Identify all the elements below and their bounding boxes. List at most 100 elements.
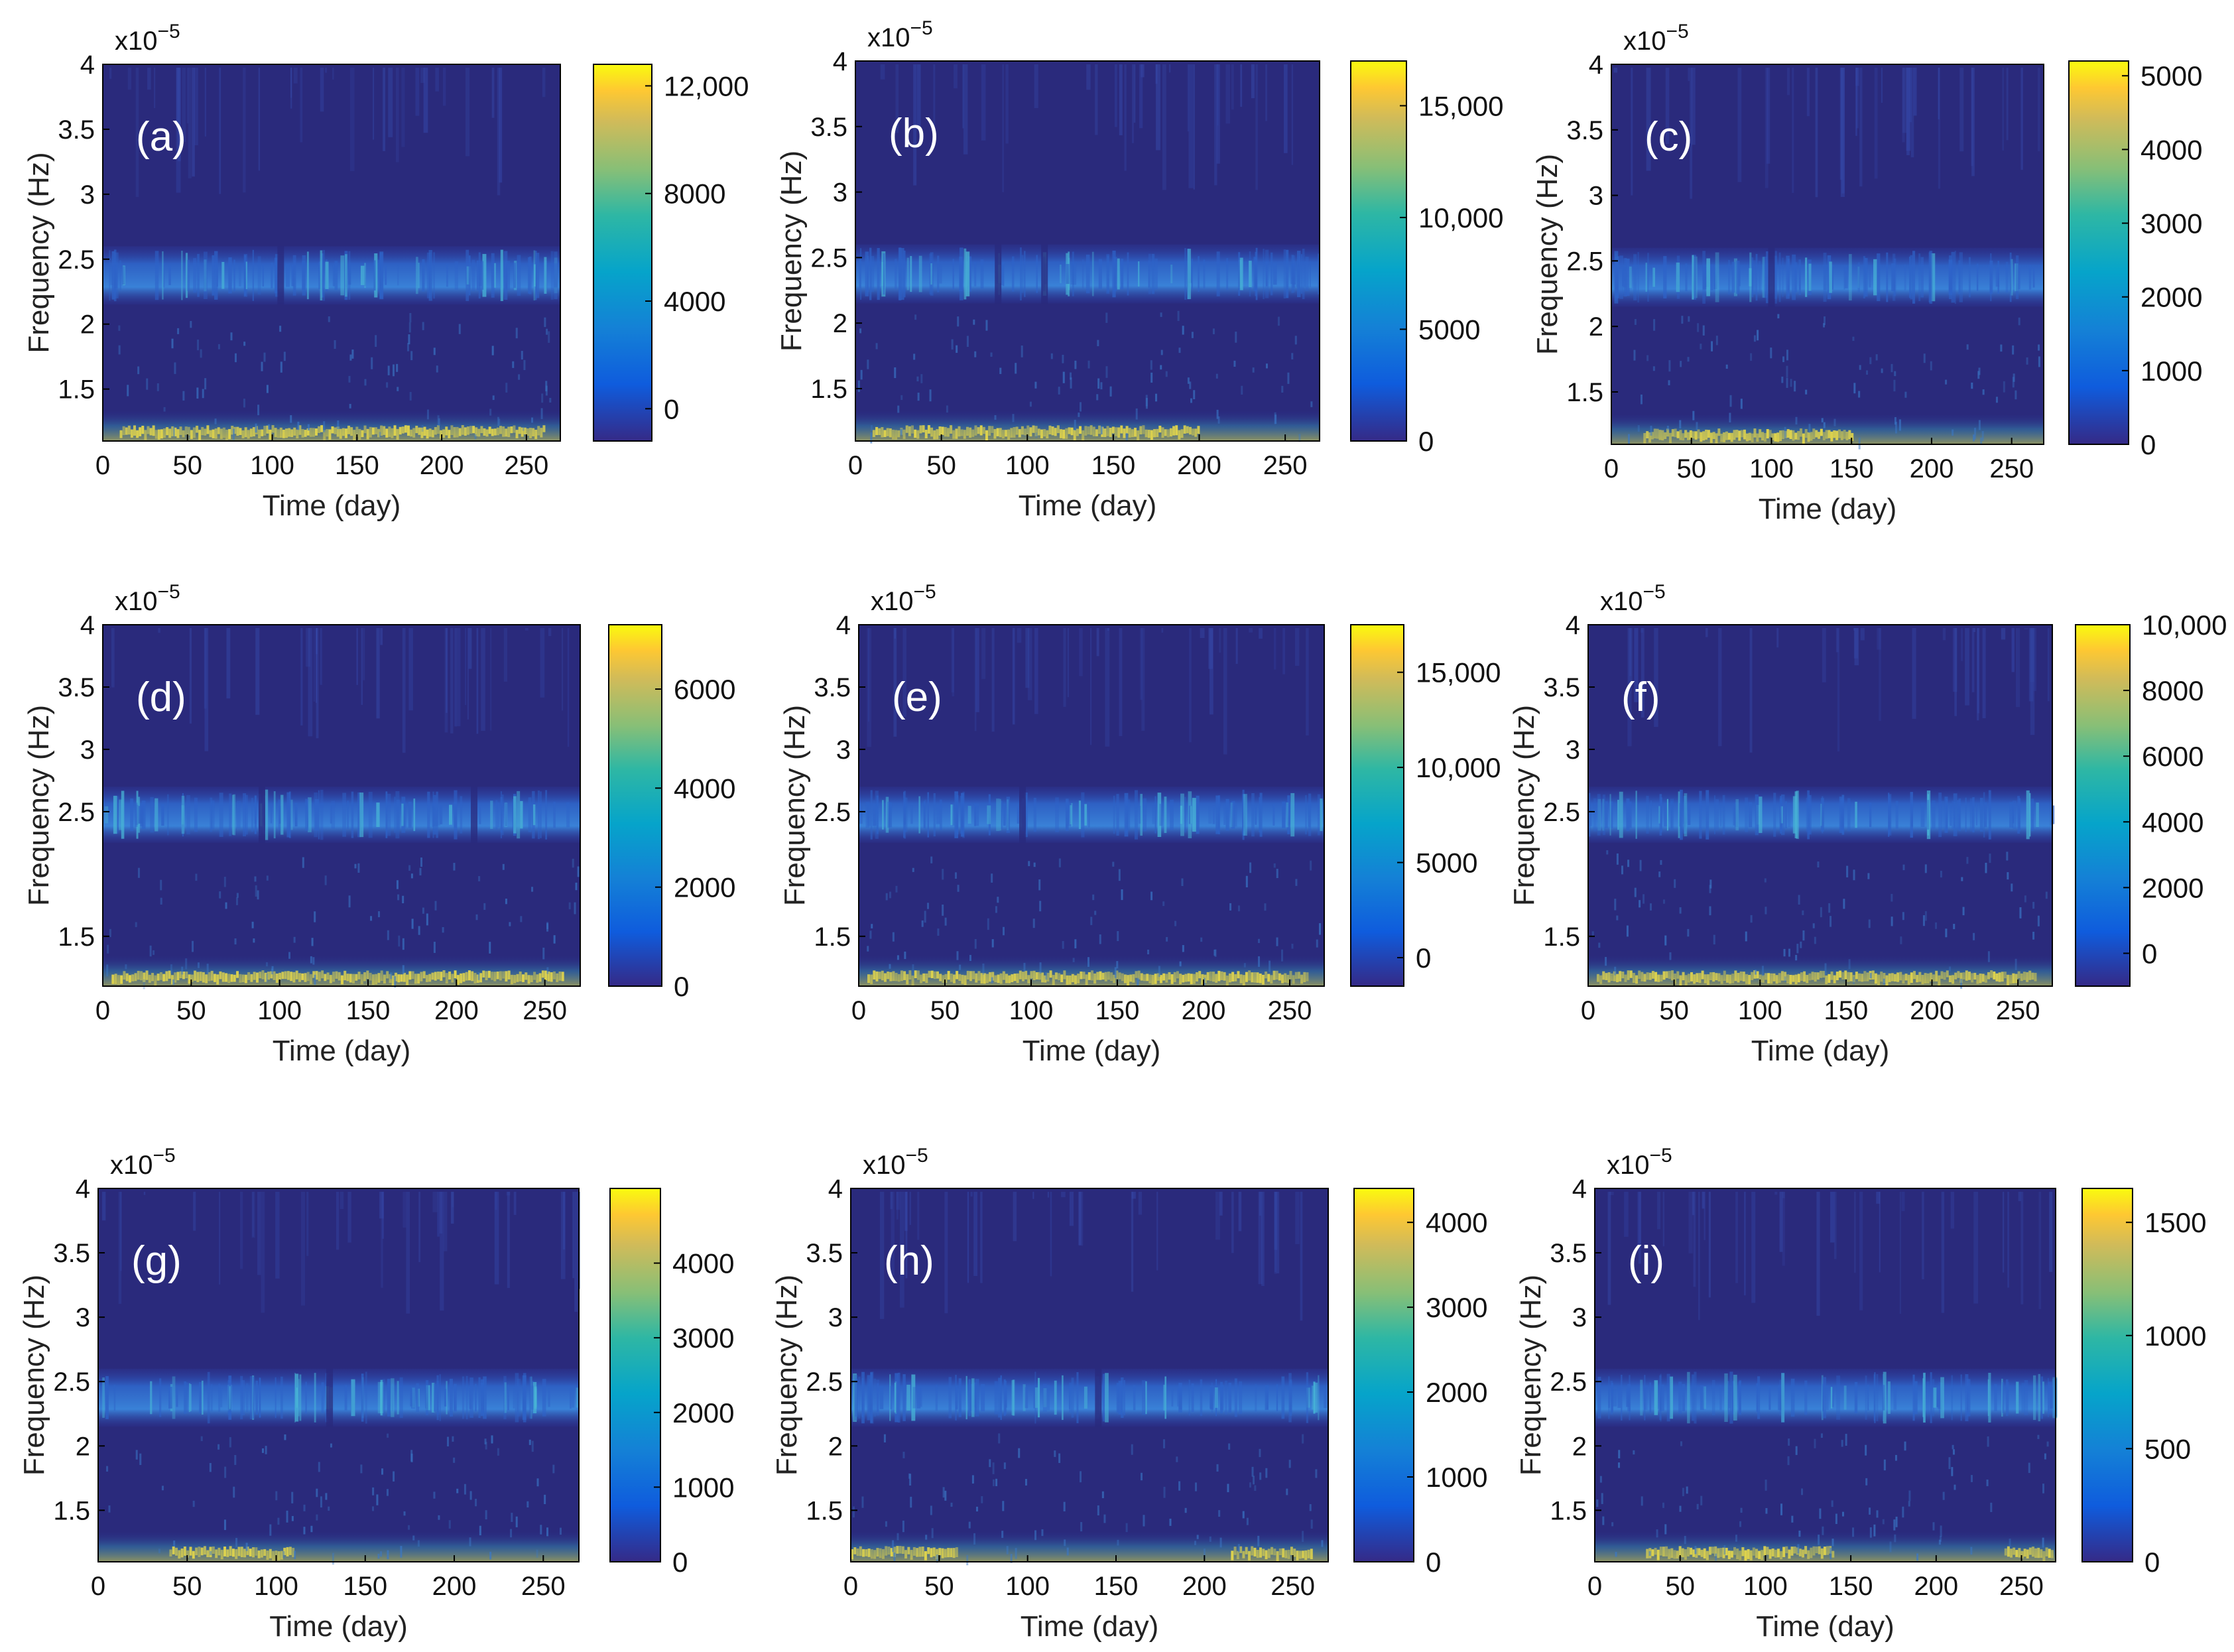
heatmap-speckle (1158, 966, 1160, 978)
heatmap-speckle (1700, 344, 1702, 349)
heatmap-band-streak (344, 1385, 347, 1411)
colorbar-tick-label: 1000 (672, 1472, 734, 1503)
heatmap-streak (1786, 68, 1790, 95)
heatmap-streak (1131, 64, 1134, 143)
heatmap-speckle (1652, 366, 1655, 371)
heatmap-speckle (1902, 912, 1904, 921)
heatmap-hotspot (1596, 974, 1599, 982)
heatmap-speckle (1908, 1501, 1910, 1507)
heatmap-band-streak (1272, 804, 1275, 826)
heatmap-hotspot (1270, 975, 1273, 984)
heatmap-speckle (1820, 1433, 1823, 1438)
heatmap-speckle (1757, 330, 1759, 341)
heatmap-speckle (1765, 907, 1767, 915)
heatmap-speckle (261, 361, 263, 371)
heatmap-speckle (1294, 336, 1297, 345)
heatmap-hotspot (241, 974, 245, 983)
heatmap-hotspot (169, 1549, 172, 1557)
colorbar-frame (1353, 1188, 1414, 1562)
heatmap-band-streak (376, 802, 380, 828)
heatmap-band-streak (904, 804, 906, 825)
heatmap-hotspot (1921, 975, 1924, 984)
heatmap-band-streak (527, 257, 530, 294)
heatmap-streak (102, 1192, 106, 1221)
heatmap-speckle (1974, 427, 1977, 440)
heatmap-streak (981, 64, 986, 141)
heatmap-streak (1902, 68, 1905, 143)
axes-frame (855, 60, 1320, 442)
heatmap-hotspot (1289, 971, 1292, 980)
heatmap-hotspot (1766, 1547, 1769, 1555)
heatmap-hotspot (203, 1546, 206, 1555)
heatmap-hotspot (972, 971, 975, 980)
heatmap-hotspot (2007, 974, 2010, 985)
heatmap-band-streak (1759, 796, 1763, 834)
heatmap-hotspot (434, 426, 437, 435)
heatmap-hotspot (1259, 973, 1262, 984)
heatmap-speckle (251, 921, 254, 928)
heatmap-speckle (1627, 434, 1630, 444)
heatmap-hotspot (1190, 974, 1193, 985)
y-exponent: −5 (906, 1145, 928, 1167)
heatmap-band-streak (490, 800, 493, 829)
heatmap-band-streak (259, 1377, 261, 1418)
heatmap-hotspot (1694, 431, 1698, 440)
heatmap-hotspot (936, 1549, 938, 1560)
heatmap-speckle (942, 869, 944, 880)
heatmap-hotspot (1682, 433, 1685, 441)
heatmap-streak (188, 68, 192, 178)
heatmap-speckle (232, 428, 235, 440)
heatmap-hotspot (225, 429, 229, 440)
heatmap-speckle (1881, 368, 1883, 373)
heatmap-speckle (869, 930, 872, 939)
heatmap-band-streak (305, 1381, 307, 1414)
heatmap-band-streak (1613, 1389, 1617, 1407)
heatmap-band-streak (517, 791, 521, 839)
heatmap-band-streak (1778, 1385, 1781, 1411)
heatmap-hotspot (1140, 973, 1143, 981)
heatmap-speckle (509, 922, 511, 926)
heatmap-hotspot (1245, 972, 1248, 982)
heatmap-hotspot (1632, 972, 1635, 983)
heatmap-speckle (291, 1515, 294, 1521)
heatmap-speckle (497, 1448, 499, 1456)
heatmap-hotspot (1874, 973, 1877, 984)
heatmap-hotspot (310, 974, 312, 984)
heatmap-band-streak (1140, 794, 1143, 836)
heatmap-hotspot (1742, 972, 1745, 982)
heatmap-band-streak (1757, 1376, 1761, 1419)
heatmap-streak (525, 628, 528, 631)
heatmap-lowfreq (1611, 414, 2044, 444)
heatmap-band-streak (507, 1385, 509, 1411)
heatmap-band-streak (911, 1374, 916, 1421)
heatmap-speckle (1858, 391, 1861, 398)
x-axis-label: Time (day) (1756, 1610, 1894, 1643)
heatmap-speckle (974, 351, 977, 357)
heatmap-streak (1162, 64, 1166, 190)
heatmap-streak (1096, 628, 1099, 657)
heatmap-hotspot (883, 430, 887, 438)
heatmap-speckle (210, 1551, 212, 1555)
heatmap-band-streak (1084, 1386, 1087, 1409)
heatmap-band-streak (1733, 804, 1736, 826)
heatmap-speckle (282, 1551, 285, 1558)
heatmap-speckle (271, 968, 273, 975)
heatmap-speckle (1028, 861, 1030, 867)
heatmap-streak (867, 628, 872, 747)
heatmap-speckle (263, 352, 266, 362)
x-axis-label: Time (day) (1751, 1035, 1890, 1067)
heatmap-speckle (318, 1462, 320, 1472)
heatmap-band-streak (2026, 790, 2030, 840)
heatmap-speckle (153, 950, 155, 955)
heatmap-speckle (997, 897, 999, 903)
heatmap-band-streak (952, 804, 955, 826)
heatmap-streak (933, 64, 936, 144)
heatmap-band-streak (1988, 790, 1991, 840)
heatmap-streak (349, 68, 355, 171)
heatmap-hotspot (916, 430, 920, 439)
heatmap-band-streak (1624, 258, 1627, 297)
heatmap-hotspot (396, 428, 399, 440)
heatmap-streak (1705, 628, 1708, 637)
heatmap-streak (2020, 68, 2023, 170)
heatmap-speckle (310, 956, 312, 964)
